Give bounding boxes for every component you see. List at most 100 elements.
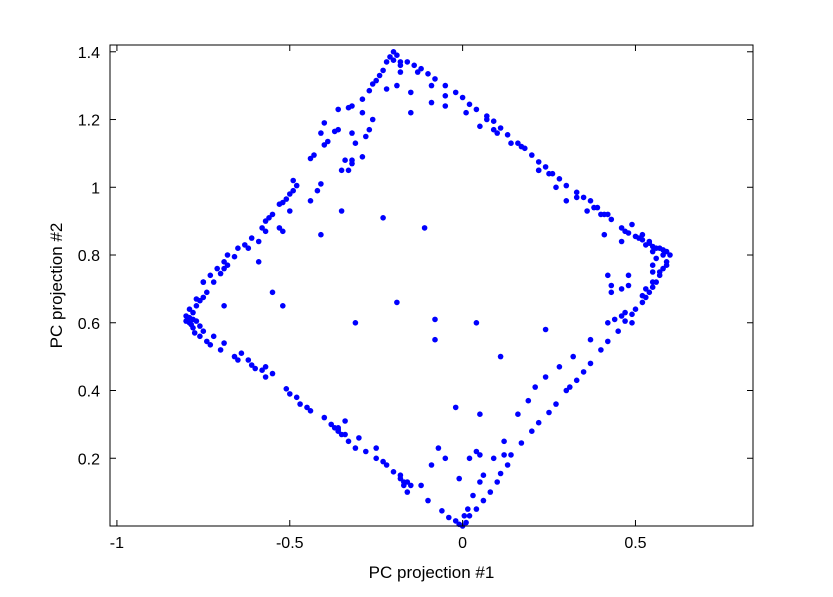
scatter-point xyxy=(380,67,386,74)
scatter-point xyxy=(207,342,214,348)
scatter-point xyxy=(248,235,255,241)
scatter-point xyxy=(643,286,649,292)
scatter-point xyxy=(580,369,587,375)
scatter-point xyxy=(245,245,252,251)
scatter-point xyxy=(553,184,559,191)
scatter-point xyxy=(217,270,224,277)
scatter-point xyxy=(660,265,666,272)
scatter-point xyxy=(484,116,490,123)
scatter-point xyxy=(259,367,265,374)
scatter-point xyxy=(605,272,611,279)
scatter-point xyxy=(311,152,317,158)
y-axis: 0.2 0.4 0.6 0.8 1 1.2 1.4 xyxy=(78,45,753,468)
scatter-point xyxy=(342,157,348,163)
scatter-point xyxy=(380,215,386,221)
scatter-point xyxy=(598,347,604,353)
y-tick-label: 1.4 xyxy=(78,45,100,62)
scatter-point xyxy=(432,336,438,343)
scatter-point xyxy=(608,289,615,296)
scatter-point xyxy=(508,140,514,146)
scatter-point xyxy=(570,353,576,360)
scatter-point xyxy=(663,262,670,269)
scatter-point xyxy=(210,279,217,285)
scatter-point xyxy=(587,336,594,343)
points-layer xyxy=(183,49,673,529)
scatter-point xyxy=(408,109,414,116)
scatter-point xyxy=(494,479,501,485)
y-tick-label: 0.4 xyxy=(78,384,100,401)
scatter-point xyxy=(276,201,283,207)
y-axis-label: PC projection #2 xyxy=(47,223,66,349)
scatter-point xyxy=(283,196,290,202)
scatter-point xyxy=(262,364,269,370)
scatter-point xyxy=(421,225,428,231)
scatter-point xyxy=(442,93,449,99)
scatter-point xyxy=(280,303,286,309)
x-tick-label: -1 xyxy=(110,535,124,552)
scatter-point xyxy=(490,126,497,133)
scatter-point xyxy=(529,152,535,158)
scatter-point xyxy=(432,76,438,82)
scatter-point xyxy=(342,431,348,438)
scatter-point xyxy=(290,177,297,184)
scatter-point xyxy=(414,69,421,75)
scatter-point xyxy=(397,69,404,75)
scatter-point xyxy=(345,438,352,445)
scatter-point xyxy=(497,353,504,360)
scatter-point xyxy=(535,419,542,426)
scatter-point xyxy=(452,518,459,524)
scatter-point xyxy=(283,386,290,392)
scatter-point xyxy=(204,289,210,296)
scatter-point xyxy=(338,167,345,174)
scatter-point xyxy=(466,513,473,519)
scatter-point xyxy=(622,309,628,316)
y-tick-label: 0.2 xyxy=(78,451,100,468)
scatter-point xyxy=(383,59,390,65)
scatter-point xyxy=(224,252,231,258)
scatter-point xyxy=(245,357,252,363)
scatter-point xyxy=(442,455,449,462)
axes-box xyxy=(109,44,754,527)
scatter-point xyxy=(598,211,604,218)
scatter-point xyxy=(221,259,227,265)
scatter-point xyxy=(473,506,480,512)
scatter-point xyxy=(297,401,303,407)
scatter-point xyxy=(470,492,476,499)
scatter-point xyxy=(636,235,642,241)
scatter-point xyxy=(584,208,590,214)
scatter-point xyxy=(359,154,366,160)
scatter-point xyxy=(518,143,525,150)
scatter-point xyxy=(204,338,210,345)
scatter-point xyxy=(487,489,494,495)
scatter-point xyxy=(556,176,563,182)
scatter-point xyxy=(477,123,483,130)
scatter-point xyxy=(646,238,653,245)
scatter-point xyxy=(535,167,542,174)
scatter-point xyxy=(542,164,549,170)
scatter-point xyxy=(632,306,639,313)
scatter-point xyxy=(643,242,649,248)
scatter-point xyxy=(535,159,542,165)
scatter-point xyxy=(352,320,359,326)
scatter-point xyxy=(442,103,449,109)
scatter-point xyxy=(425,497,431,504)
scatter-point xyxy=(349,157,355,163)
scatter-point xyxy=(639,292,646,299)
scatter-point xyxy=(473,106,480,113)
scatter-point xyxy=(490,455,497,462)
scatter-point xyxy=(363,133,369,140)
scatter-point xyxy=(200,328,207,335)
scatter-point xyxy=(376,72,383,79)
scatter-point xyxy=(363,448,369,455)
scatter-point xyxy=(556,364,563,370)
y-tick-label: 1 xyxy=(91,180,100,197)
scatter-point xyxy=(477,452,483,458)
scatter-point xyxy=(235,357,241,363)
scatter-point xyxy=(349,130,355,136)
scatter-point xyxy=(525,397,532,404)
scatter-point xyxy=(605,211,611,218)
scatter-point xyxy=(473,448,480,455)
scatter-point xyxy=(428,462,435,468)
